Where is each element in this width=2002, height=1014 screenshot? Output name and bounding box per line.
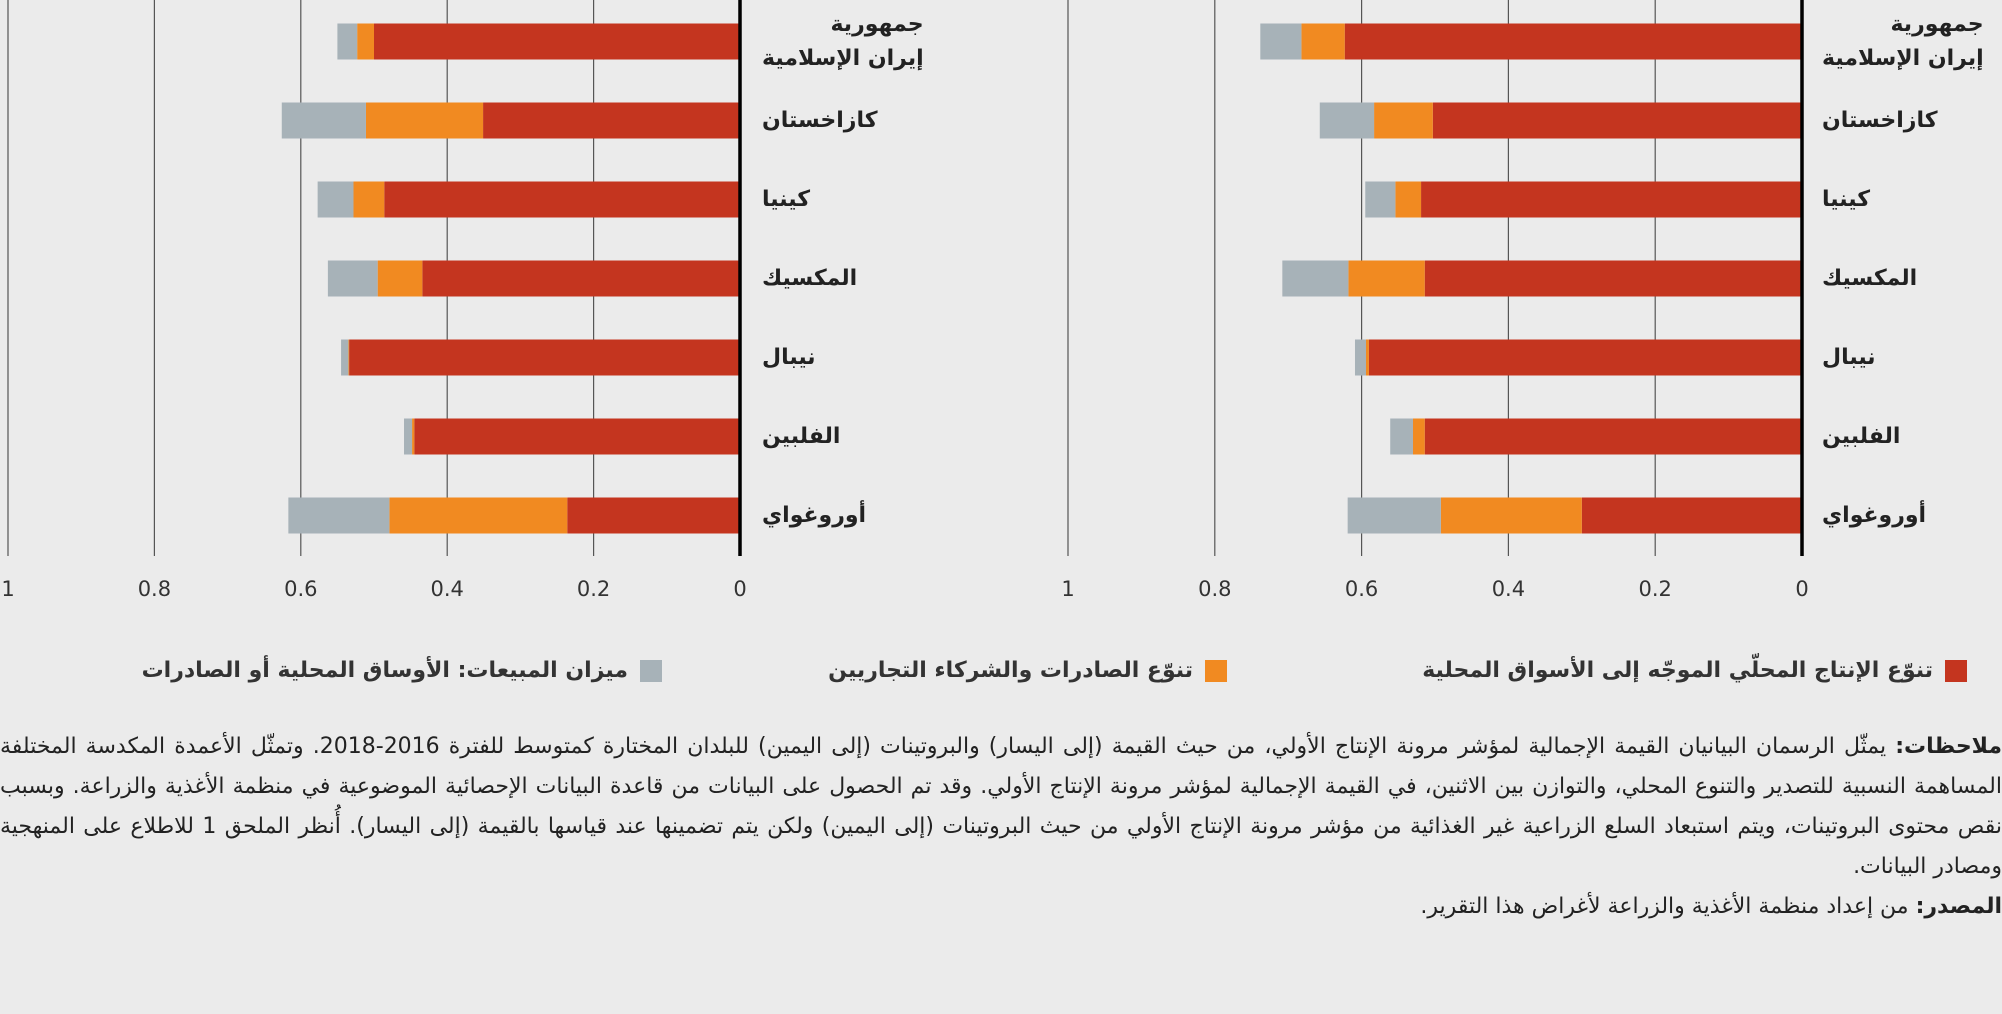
bar-segment — [353, 181, 385, 218]
x-tick-label: 0.4 — [1492, 577, 1525, 601]
y-tick-label: الفلبين — [762, 423, 841, 449]
bar-segment — [1344, 23, 1802, 60]
bar-segment — [377, 260, 423, 297]
chart: 1 0.8 0.6 0.4 0.2 0 1 0.8 0.6 0.4 0.2 0 — [1, 0, 1809, 601]
x-tick-label: 0 — [1795, 577, 1808, 601]
bar-segment — [357, 23, 374, 60]
bar-segment — [1348, 260, 1425, 297]
y-tick-label: جمهورية إيران الإسلامية — [1822, 11, 1984, 71]
bar-segment — [1282, 260, 1349, 297]
source-text: من إعداد منظمة الأغذية والزراعة لأغراض ه… — [1420, 894, 1909, 919]
bar-segment — [1432, 102, 1802, 139]
y-tick-label: كينيا — [762, 186, 810, 212]
bar-segment — [404, 418, 413, 455]
bar-segment — [1440, 497, 1582, 534]
x-tick-label: 0.8 — [138, 577, 171, 601]
notes-block: ملاحظات: يمثّل الرسمان البيانيان القيمة … — [0, 727, 2002, 927]
bar-segment — [389, 497, 568, 534]
y-tick-label: أوروغواي — [762, 502, 867, 528]
legend-item: تنوّع الإنتاج المحلّي الموجّه إلى الأسوا… — [1422, 658, 1967, 683]
bar-segment — [327, 260, 378, 297]
y-tick-label: المكسيك — [1822, 265, 1918, 291]
x-tick-label: 1 — [1, 577, 14, 601]
x-tick-label: 0.6 — [1345, 577, 1378, 601]
x-tick-label: 0.4 — [430, 577, 463, 601]
notes: ملاحظات: يمثّل الرسمان البيانيان القيمة … — [0, 727, 2002, 887]
bar-segment — [374, 23, 740, 60]
y-tick-label: أوروغواي — [1822, 502, 1927, 528]
legend-label: تنوّع الإنتاج المحلّي الموجّه إلى الأسوا… — [1422, 658, 1933, 683]
y-tick-label: المكسيك — [762, 265, 858, 291]
x-tick-label: 0.2 — [577, 577, 610, 601]
bar-segment — [567, 497, 740, 534]
bar-segment — [1260, 23, 1302, 60]
bar-segment — [1354, 339, 1367, 376]
bar-segment — [1412, 418, 1425, 455]
bar-segment — [1581, 497, 1802, 534]
bar-segment — [422, 260, 740, 297]
bar-segment — [1366, 339, 1369, 376]
notes-label: ملاحظات: — [1895, 734, 2002, 759]
source-label: المصدر: — [1915, 894, 2002, 919]
legend-item: ميزان المبيعات: الأوساق المحلية أو الصاد… — [142, 658, 662, 683]
bar-segment — [348, 339, 350, 376]
legend-swatch — [640, 659, 662, 682]
legend-swatch — [1945, 659, 1967, 682]
source: المصدر: من إعداد منظمة الأغذية والزراعة … — [0, 887, 2002, 927]
bar-segment — [1421, 181, 1802, 218]
bar-segment — [1424, 260, 1802, 297]
bar-segment — [349, 339, 740, 376]
x-tick-label: 0.6 — [284, 577, 317, 601]
notes-text: يمثّل الرسمان البيانيان القيمة الإجمالية… — [0, 734, 2002, 879]
legend-label: ميزان المبيعات: الأوساق المحلية أو الصاد… — [141, 658, 628, 683]
bar-segment — [384, 181, 740, 218]
bar-segment — [1301, 23, 1345, 60]
bar-segment — [281, 102, 366, 139]
y-tick-label: كازاخستان — [762, 107, 878, 133]
x-tick-label: 0.2 — [1638, 577, 1671, 601]
y-tick-label: الفلبين — [1822, 423, 1901, 449]
bar-segment — [1347, 497, 1441, 534]
bar-segment — [1365, 181, 1396, 218]
y-tick-label: كينيا — [1822, 186, 1870, 212]
bar-segment — [1368, 339, 1802, 376]
bar-segment — [365, 102, 484, 139]
bar-segment — [337, 23, 358, 60]
bar-segment — [483, 102, 740, 139]
bar-segment — [317, 181, 354, 218]
y-tick-label: نيبال — [1822, 344, 1876, 370]
x-tick-label: 1 — [1061, 577, 1074, 601]
bar-segment — [1319, 102, 1375, 139]
y-tick-label: نيبال — [762, 344, 816, 370]
bar-segment — [1395, 181, 1422, 218]
bar-segment — [1374, 102, 1433, 139]
legend-label: تنوّع الصادرات والشركاء التجاريين — [828, 658, 1193, 683]
y-tick-label: كازاخستان — [1822, 107, 1938, 133]
legend-item: تنوّع الصادرات والشركاء التجاريين — [828, 658, 1227, 683]
bar-segment — [1390, 418, 1413, 455]
x-tick-label: 0 — [733, 577, 746, 601]
bar-segment — [412, 418, 415, 455]
legend-swatch — [1205, 659, 1227, 682]
bar-segment — [414, 418, 740, 455]
y-tick-label: جمهورية إيران الإسلامية — [762, 11, 924, 71]
x-tick-label: 0.8 — [1198, 577, 1231, 601]
bar-segment — [1424, 418, 1802, 455]
bar-segment — [288, 497, 390, 534]
bar-segment — [341, 339, 349, 376]
